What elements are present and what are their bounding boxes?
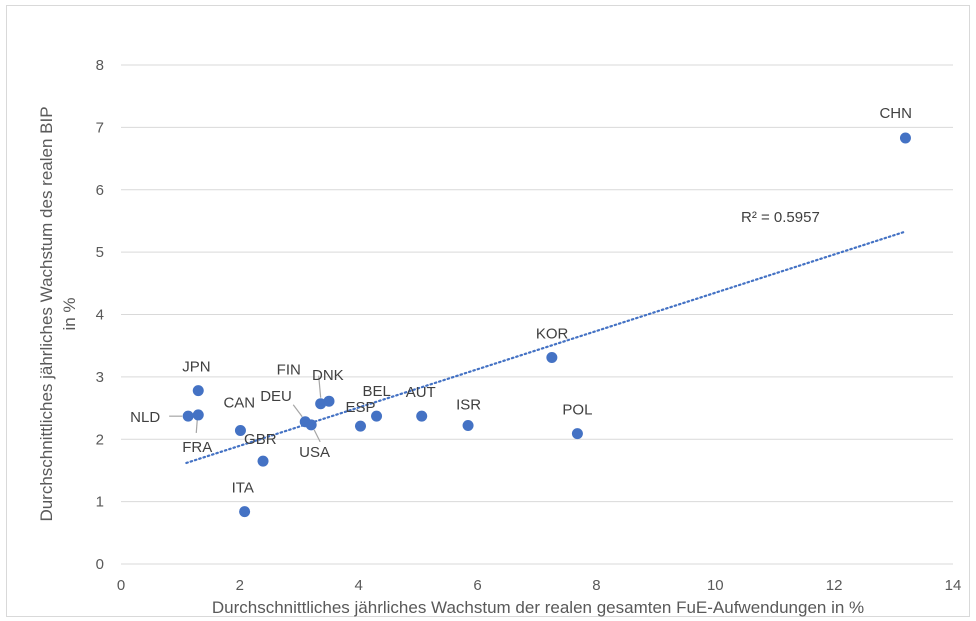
x-tick-label: 6 — [473, 577, 481, 594]
data-label-usa: USA — [299, 444, 330, 461]
y-tick-label: 6 — [96, 182, 104, 199]
data-point-usa — [305, 419, 317, 431]
x-axis-title: Durchschnittliches jährliches Wachstum d… — [212, 598, 864, 617]
data-label-isr: ISR — [456, 397, 481, 414]
data-point-kor — [546, 352, 558, 364]
data-label-esp: ESP — [345, 399, 375, 416]
x-tick-label: 12 — [826, 577, 843, 594]
data-label-fin: FIN — [277, 362, 301, 379]
data-label-nld: NLD — [130, 409, 160, 426]
y-tick-label: 3 — [96, 369, 104, 386]
data-label-pol: POL — [562, 402, 592, 419]
y-tick-label: 4 — [96, 307, 104, 324]
leader-line — [318, 375, 322, 398]
data-label-kor: KOR — [536, 326, 569, 343]
data-label-fra: FRA — [182, 439, 212, 456]
r-squared-label: R² = 0.5957 — [741, 209, 820, 226]
y-tick-label: 2 — [96, 431, 104, 448]
data-label-bel: BEL — [363, 383, 391, 400]
chart-frame — [6, 5, 970, 617]
leader-line — [195, 419, 198, 433]
y-tick-label: 0 — [96, 556, 104, 573]
y-tick-label: 5 — [96, 244, 104, 261]
label-leader-lines — [169, 375, 322, 443]
data-point-fin — [315, 398, 327, 410]
x-tick-label: 2 — [236, 577, 244, 594]
x-tick-label: 0 — [117, 577, 125, 594]
x-tick-label: 10 — [707, 577, 724, 594]
data-points — [182, 132, 911, 518]
data-label-gbr: GBR — [244, 431, 277, 448]
data-point-nld — [182, 410, 194, 422]
data-point-bel — [371, 410, 383, 422]
y-tick-label: 8 — [96, 57, 104, 74]
data-point-gbr — [257, 455, 269, 467]
data-point-fra — [192, 409, 204, 421]
y-tick-label: 1 — [96, 494, 104, 511]
x-tick-label: 4 — [355, 577, 363, 594]
y-axis-title: Durchschnittliches jährliches Wachstum d… — [37, 106, 56, 521]
leader-line — [292, 404, 303, 418]
data-label-dnk: DNK — [312, 367, 344, 384]
data-point-esp — [354, 420, 366, 432]
x-tick-label: 14 — [945, 577, 962, 594]
leader-line — [313, 429, 321, 443]
trendline-group — [185, 230, 907, 465]
data-point-aut — [416, 410, 428, 422]
x-axis-ticks: 0 2 4 6 8 10 12 14 — [117, 577, 962, 594]
trendline — [185, 230, 907, 465]
x-tick-label: 8 — [592, 577, 600, 594]
data-label-deu: DEU — [260, 388, 292, 405]
data-point-chn — [899, 132, 911, 144]
data-point-ita — [239, 506, 251, 518]
data-label-chn: CHN — [879, 105, 912, 122]
data-point-pol — [571, 428, 583, 440]
gridlines — [121, 64, 953, 565]
data-point-jpn — [192, 385, 204, 397]
data-label-jpn: JPN — [182, 359, 210, 376]
data-point-dnk — [323, 395, 335, 407]
data-point-can — [234, 425, 246, 437]
y-axis-ticks: 0 1 2 3 4 5 6 7 8 — [96, 57, 104, 573]
data-label-aut: AUT — [406, 384, 436, 401]
data-point-isr — [462, 420, 474, 432]
data-label-ita: ITA — [232, 480, 254, 497]
y-tick-label: 7 — [96, 119, 104, 136]
y-axis-title-unit: in % — [60, 297, 79, 330]
data-label-can: CAN — [223, 395, 255, 412]
